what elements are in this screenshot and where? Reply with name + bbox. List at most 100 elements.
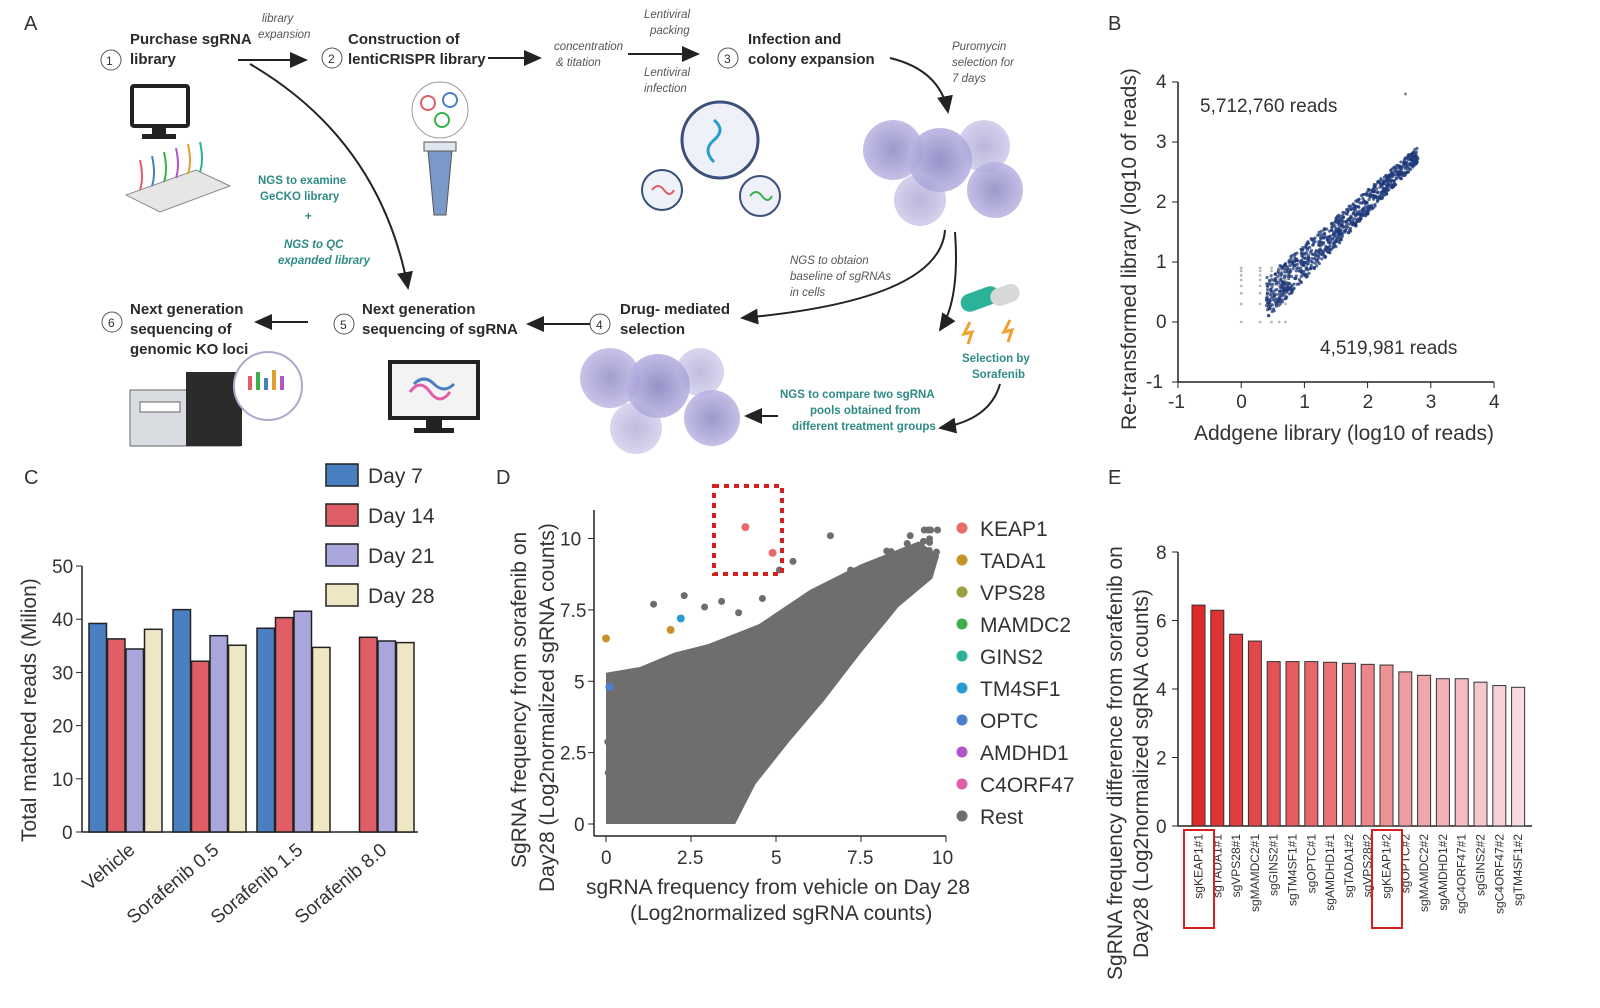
- d-x-label-2: (Log2normalized sgRNA counts): [630, 902, 932, 925]
- b-point: [1337, 226, 1341, 230]
- c-bars: [88, 608, 415, 833]
- d-highlight-point: [602, 634, 610, 643]
- d-rest-point: [646, 709, 654, 717]
- d-x-tick-label: 0: [601, 848, 612, 869]
- b-point-low: [1277, 291, 1281, 295]
- b-point: [1390, 173, 1394, 177]
- b-point: [1309, 263, 1313, 268]
- b-point: [1357, 197, 1361, 202]
- d-rest-point: [701, 603, 709, 611]
- b-point: [1414, 150, 1418, 154]
- b-point-low: [1284, 273, 1287, 277]
- b-point: [1306, 255, 1311, 259]
- step-2-circle: [321, 47, 343, 69]
- e-category-label: sgAMDHD1#1: [1323, 834, 1337, 911]
- b-annotation-bottom: 4,519,981 reads: [1320, 338, 1457, 359]
- b-point-low: [1284, 302, 1287, 306]
- b-point-low: [1284, 278, 1287, 282]
- teal-examine-4: NGS to QC: [284, 239, 344, 251]
- b-point: [1354, 204, 1358, 208]
- b-point: [1291, 263, 1295, 267]
- b-point: [1300, 248, 1304, 252]
- b-point: [1405, 170, 1409, 174]
- arrow-cells-4: [740, 229, 946, 325]
- b-point: [1347, 231, 1351, 235]
- b-point: [1407, 166, 1411, 171]
- c-bar: [227, 644, 247, 833]
- e-bar: [1304, 661, 1319, 827]
- b-point-low: [1239, 302, 1243, 306]
- note-packing: packing: [649, 25, 690, 37]
- d-rest-point: [903, 539, 911, 547]
- b-point: [1272, 295, 1276, 299]
- d-legend-label: KEAP1: [980, 518, 1048, 541]
- e-bar: [1285, 661, 1300, 827]
- d-y-tick-label: 7.5: [560, 601, 586, 622]
- d-legend: KEAP1 TADA1 VPS28 MAMDC2 GINS2 TM4SF1 OPTC AMDH…: [956, 518, 1075, 829]
- c-bar: [274, 616, 294, 833]
- e-y-tick-label: 6: [1156, 612, 1167, 633]
- d-rest-point: [666, 720, 674, 728]
- b-point-low: [1270, 291, 1273, 295]
- sequencer-icon: [129, 351, 303, 447]
- b-point: [1290, 274, 1294, 279]
- b-point: [1357, 219, 1361, 224]
- b-y-tick-label: 3: [1156, 132, 1167, 153]
- d-rest-point: [724, 662, 732, 670]
- c-y-tick-label: 20: [52, 717, 73, 738]
- d-legend-dot: [956, 618, 968, 630]
- b-point: [1340, 219, 1344, 224]
- c-bar: [377, 640, 397, 833]
- b-point: [1340, 222, 1344, 226]
- b-point-outlier: [1404, 92, 1408, 96]
- b-point: [1317, 261, 1321, 266]
- b-x-tick-label: 0: [1236, 392, 1247, 413]
- b-point: [1265, 291, 1270, 295]
- b-point: [1300, 269, 1304, 273]
- b-point: [1300, 252, 1304, 256]
- b-point: [1358, 209, 1362, 213]
- note-selection-for: selection for: [952, 57, 1015, 69]
- b-point-low: [1239, 273, 1243, 277]
- d-rest-point: [625, 747, 633, 755]
- d-rest-point: [652, 718, 660, 726]
- d-rest-point: [835, 603, 843, 611]
- e-category-label: sgGINS2#1: [1267, 834, 1281, 896]
- b-point: [1367, 193, 1372, 197]
- b-point: [1345, 226, 1349, 230]
- e-y-tick-label: 8: [1156, 543, 1167, 564]
- note-lentiviral-2: Lentiviral: [644, 67, 690, 79]
- d-rest-region: [606, 541, 940, 824]
- d-rest-point: [858, 602, 866, 610]
- b-point: [1410, 155, 1414, 159]
- e-highlight-box: [1183, 829, 1215, 929]
- e-bar: [1341, 662, 1356, 827]
- d-rest-point: [920, 526, 928, 534]
- e-bar: [1266, 661, 1281, 827]
- d-rest-point: [680, 592, 688, 600]
- b-point: [1323, 255, 1327, 260]
- c-bar: [256, 627, 276, 833]
- c-bar: [88, 622, 108, 833]
- b-point-low: [1277, 284, 1281, 288]
- d-rest-point: [676, 708, 684, 716]
- b-point: [1366, 188, 1370, 192]
- b-point: [1370, 207, 1374, 211]
- d-rest-point: [814, 599, 822, 607]
- b-point-low: [1277, 273, 1281, 277]
- teal-selection-1: Selection by: [962, 353, 1030, 365]
- b-point: [1395, 166, 1399, 170]
- b-point: [1333, 240, 1337, 244]
- b-points: [1239, 92, 1420, 324]
- note-titation: & titation: [556, 57, 601, 69]
- d-rest-point: [640, 746, 648, 754]
- b-point: [1414, 161, 1418, 166]
- b-point: [1415, 146, 1419, 150]
- c-bar: [106, 638, 126, 833]
- e-highlight-box: [1371, 829, 1403, 929]
- b-point: [1284, 288, 1289, 293]
- arrow-cells-drug: [938, 231, 957, 332]
- d-highlight-point: [666, 625, 675, 634]
- note-expansion: expansion: [258, 29, 310, 41]
- step-1-title-line1: Purchase sgRNA: [130, 31, 252, 48]
